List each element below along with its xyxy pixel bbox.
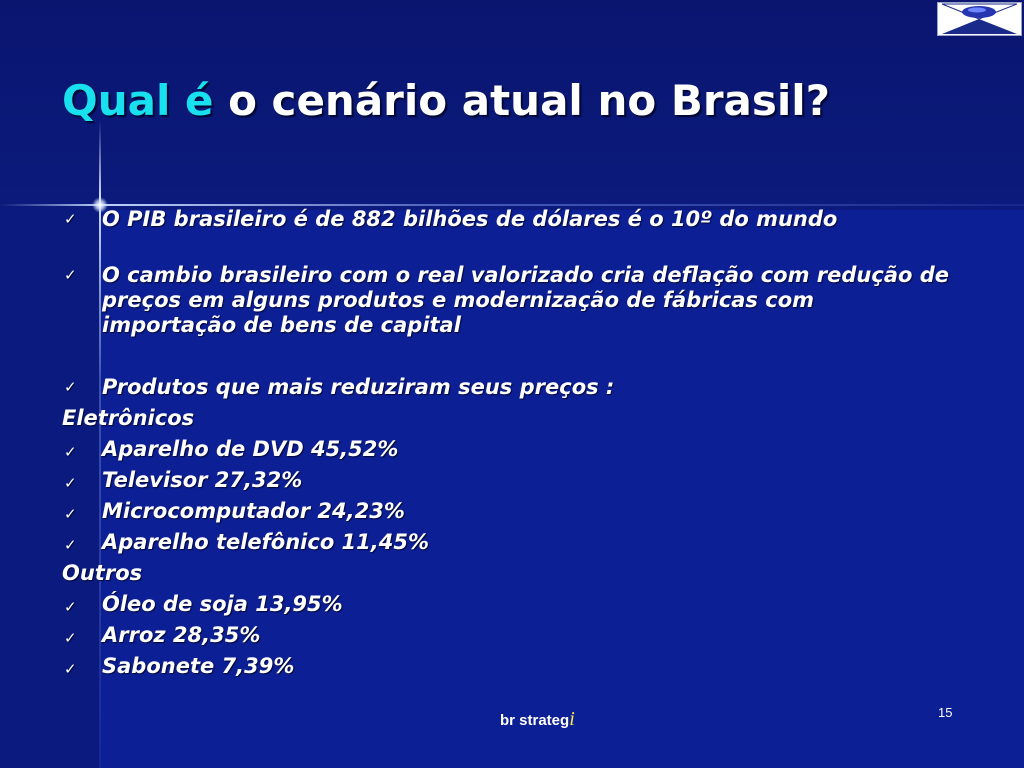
list-item-text: Televisor 27,32% <box>102 468 303 492</box>
background-left-strip <box>0 210 100 768</box>
check-icon: ✓ <box>64 536 77 554</box>
category-label: Outros <box>62 561 143 585</box>
diamond-logo-icon <box>941 3 1018 34</box>
list-item-text: Óleo de soja 13,95% <box>102 592 343 616</box>
title-highlight: Qual é <box>62 76 214 125</box>
footer-brand: br strategi <box>500 708 575 731</box>
list-item: ✓ Aparelho de DVD 45,52% <box>62 434 1022 465</box>
check-icon: ✓ <box>64 660 77 678</box>
list-item: ✓ Microcomputador 24,23% <box>62 496 1022 527</box>
list-item: ✓ Televisor 27,32% <box>62 465 1022 496</box>
list-item-text: Arroz 28,35% <box>102 623 261 647</box>
list-item: ✓ Aparelho telefônico 11,45% <box>62 527 1022 558</box>
check-icon: ✓ <box>64 505 77 523</box>
slide-content: ✓ O PIB brasileiro é de 882 bilhões de d… <box>62 207 1022 682</box>
background-main <box>100 210 1024 768</box>
category-label: Eletrônicos <box>62 406 195 430</box>
bullet-text-line: O cambio brasileiro com o real valorizad… <box>102 263 950 287</box>
list-item: ✓ Óleo de soja 13,95% <box>62 589 1022 620</box>
bullet-text-line: importação de bens de capital <box>102 313 461 337</box>
list-item-text: Aparelho de DVD 45,52% <box>102 437 399 461</box>
check-icon: ✓ <box>64 378 77 396</box>
background-top <box>0 0 1024 210</box>
list-item-text: Sabonete 7,39% <box>102 654 295 678</box>
bullet-item: ✓ Produtos que mais reduziram seus preço… <box>62 375 1022 400</box>
horizontal-accent-line <box>0 204 1024 206</box>
check-icon: ✓ <box>64 266 77 284</box>
bullet-text-line: preços em alguns produtos e modernização… <box>102 288 815 312</box>
bullet-item: ✓ O cambio brasileiro com o real valoriz… <box>62 263 1022 338</box>
check-icon: ✓ <box>64 443 77 461</box>
check-icon: ✓ <box>64 474 77 492</box>
page-number: 15 <box>938 705 953 720</box>
bullet-text: Produtos que mais reduziram seus preços … <box>102 375 615 399</box>
vertical-accent-line <box>99 120 101 768</box>
bullet-text: O PIB brasileiro é de 882 bilhões de dól… <box>102 207 838 231</box>
page-title: Qual é o cenário atual no Brasil? <box>62 76 830 125</box>
list-item: ✓ Arroz 28,35% <box>62 620 1022 651</box>
list-item-text: Microcomputador 24,23% <box>102 499 405 523</box>
footer-brand-i: i <box>569 708 575 730</box>
bullet-item: ✓ O PIB brasileiro é de 882 bilhões de d… <box>62 207 1022 232</box>
check-icon: ✓ <box>64 598 77 616</box>
list-item: ✓ Sabonete 7,39% <box>62 651 1022 682</box>
title-rest: o cenário atual no Brasil? <box>213 76 831 125</box>
check-icon: ✓ <box>64 210 77 228</box>
sparkle-icon <box>92 197 108 213</box>
check-icon: ✓ <box>64 629 77 647</box>
logo <box>937 2 1022 36</box>
footer-brand-text: br strateg <box>500 712 570 729</box>
list-item-text: Aparelho telefônico 11,45% <box>102 530 430 554</box>
